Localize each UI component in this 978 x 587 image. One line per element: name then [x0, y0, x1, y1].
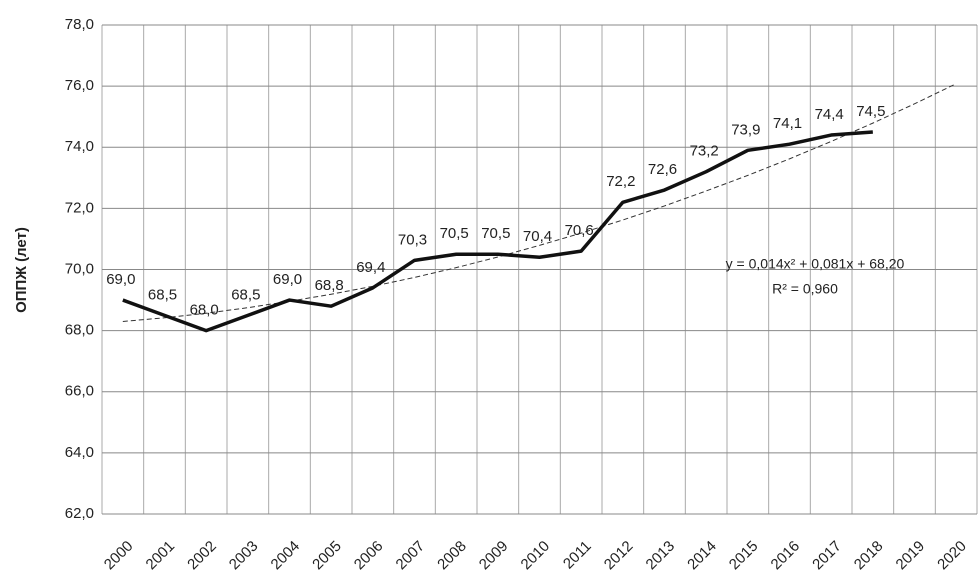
y-axis-label: ОППЖ (лет) [13, 227, 30, 313]
data-label: 68,5 [148, 286, 177, 303]
x-tick-label: 2014 [684, 538, 720, 574]
y-tick-label: 70,0 [65, 260, 94, 277]
data-label: 70,5 [481, 225, 510, 242]
x-tick-label: 2005 [309, 538, 345, 574]
x-tick-label: 2004 [268, 538, 304, 574]
trend-r2: R² = 0,960 [772, 281, 838, 297]
y-tick-label: 62,0 [65, 505, 94, 522]
x-tick-label: 2000 [101, 538, 137, 574]
y-tick-label: 68,0 [65, 322, 94, 339]
trend-equation: y = 0,014x² + 0,081x + 68,20 [726, 256, 905, 272]
data-label: 70,6 [565, 222, 594, 239]
y-tick-label: 74,0 [65, 138, 94, 155]
data-label: 74,5 [856, 103, 885, 120]
data-label: 73,9 [731, 121, 760, 138]
y-tick-label: 66,0 [65, 383, 94, 400]
data-label: 69,0 [106, 271, 135, 288]
x-tick-label: 2001 [143, 538, 179, 574]
x-tick-label: 2011 [560, 538, 595, 573]
data-label: 74,4 [815, 106, 844, 123]
data-label: 72,2 [606, 173, 635, 190]
x-tick-label: 2012 [601, 538, 637, 574]
line [122, 130, 873, 333]
x-tick-label: 2015 [726, 538, 762, 574]
y-tick-label: 78,0 [65, 16, 94, 33]
x-tick-label: 2008 [434, 538, 470, 574]
x-tick-label: 2017 [809, 538, 845, 574]
trendline [122, 83, 957, 322]
data-label: 74,1 [773, 115, 802, 132]
x-tick-label: 2009 [476, 538, 512, 574]
x-tick-label: 2013 [643, 538, 679, 574]
data-label: 68,0 [190, 302, 219, 319]
x-tick-label: 2020 [934, 538, 970, 574]
y-tick-label: 72,0 [65, 199, 94, 216]
data-label: 69,0 [273, 271, 302, 288]
x-tick-label: 2007 [393, 538, 429, 574]
x-tick-label: 2010 [518, 538, 554, 574]
y-tick-label: 64,0 [65, 444, 94, 461]
data-label: 70,4 [523, 228, 552, 245]
y-tick-label: 76,0 [65, 77, 94, 94]
x-tick-label: 2019 [893, 538, 929, 574]
data-label: 70,3 [398, 231, 427, 248]
data-label: 73,2 [690, 143, 719, 160]
x-tick-label: 2003 [226, 538, 262, 574]
x-tick-label: 2016 [768, 538, 804, 574]
x-tick-label: 2002 [184, 538, 220, 574]
data-label: 68,8 [315, 277, 344, 294]
data-label: 69,4 [356, 259, 385, 276]
data-label: 70,5 [440, 225, 469, 242]
x-tick-label: 2018 [851, 538, 887, 574]
data-label: 72,6 [648, 161, 677, 178]
data-label: 68,5 [231, 286, 260, 303]
x-tick-label: 2006 [351, 538, 387, 574]
